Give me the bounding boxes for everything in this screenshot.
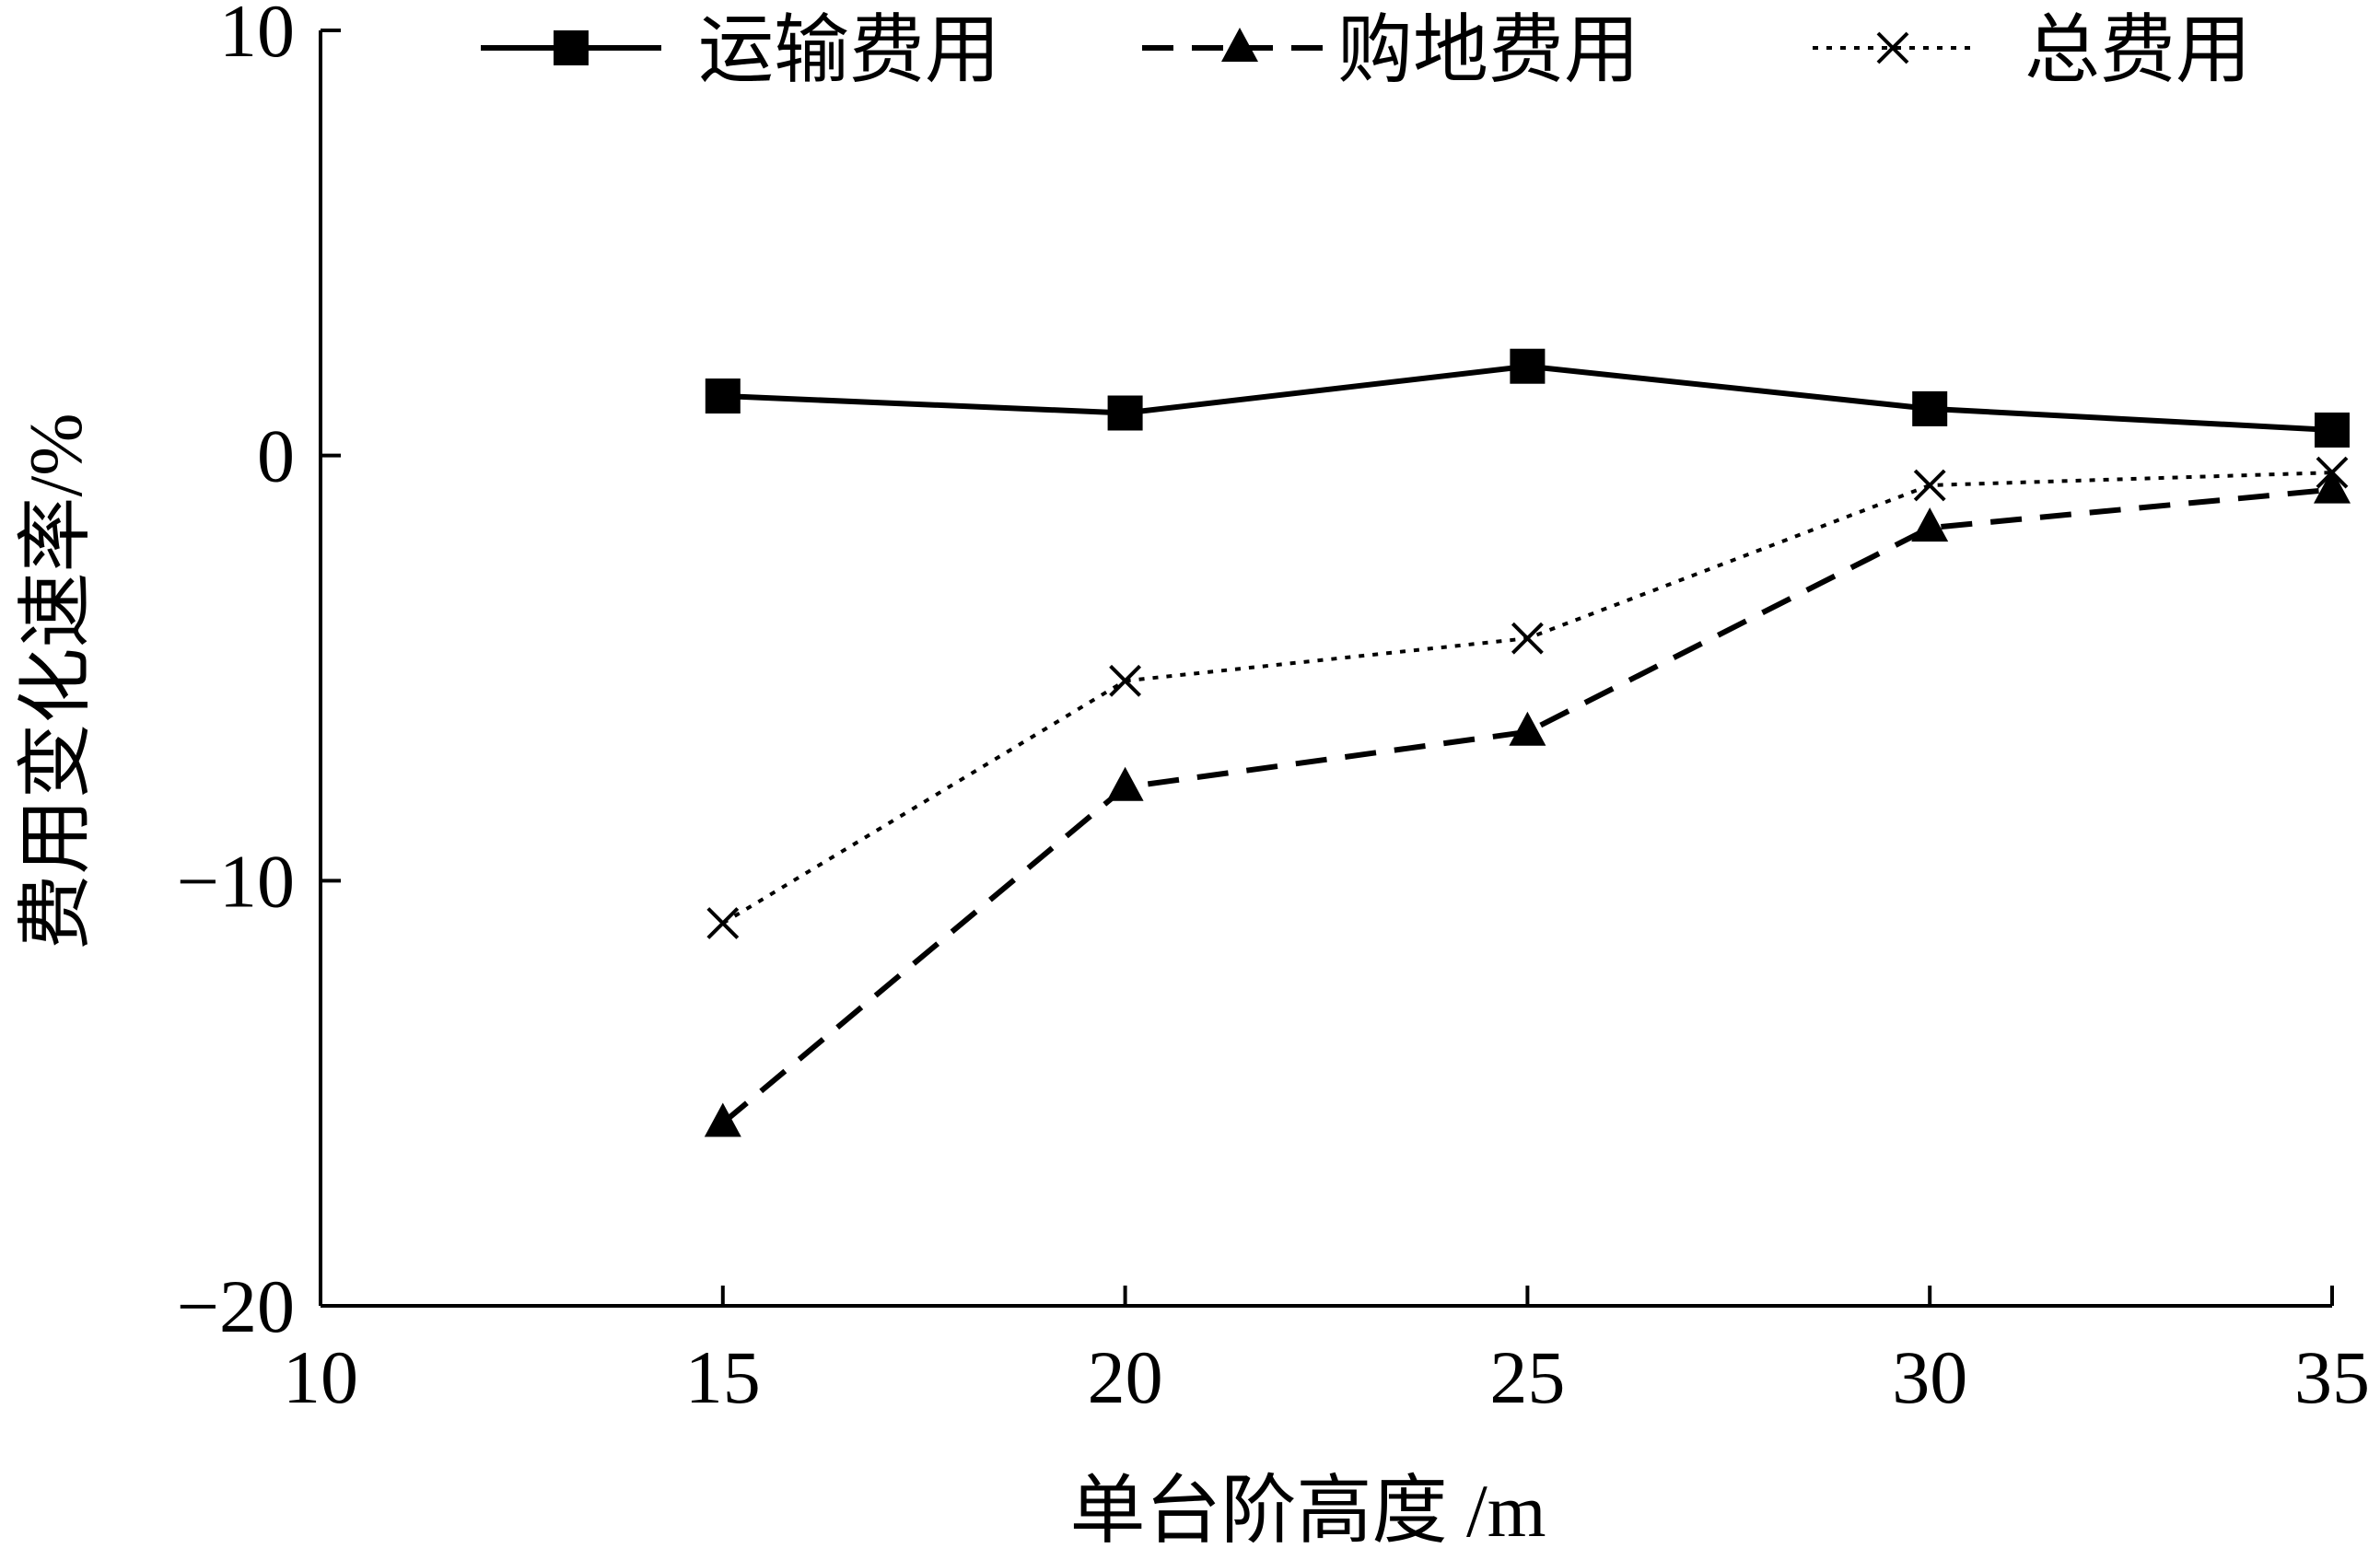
x-tick-label: 30 xyxy=(1892,1335,1967,1419)
y-axis-title: 费用变化速率/% xyxy=(14,413,98,949)
x-marker-stroke xyxy=(1913,469,1946,502)
legend: 运输费用 购地费用 总费用 xyxy=(481,8,2251,92)
series-2 xyxy=(704,469,2351,1137)
y-tick-label: 0 xyxy=(257,414,295,498)
data-point xyxy=(2316,456,2349,489)
tick-marks xyxy=(321,29,2334,1308)
series-layer xyxy=(704,348,2351,1137)
legend-label: 购地费用 xyxy=(1337,8,1639,92)
x-marker-stroke xyxy=(706,907,740,939)
x-axis-title: 单台阶高度 /m xyxy=(1069,1469,1546,1553)
data-point xyxy=(1912,390,1948,426)
x-marker-stroke xyxy=(1511,622,1544,655)
x-marker-stroke xyxy=(1876,31,1909,64)
x-tick-label: 35 xyxy=(2294,1335,2370,1419)
x-tick-label: 10 xyxy=(283,1335,358,1419)
series-1 xyxy=(705,348,2350,448)
series-line xyxy=(721,471,2333,926)
x-marker xyxy=(1876,31,1909,64)
triangle-marker xyxy=(1221,28,1258,62)
legend-item: 运输费用 xyxy=(481,8,1000,92)
series-3 xyxy=(706,456,2349,939)
data-point xyxy=(1511,622,1544,655)
data-point xyxy=(1107,395,1143,431)
y-tick-label: 10 xyxy=(219,0,295,73)
data-point xyxy=(1509,711,1546,746)
y-tick-label: −10 xyxy=(177,839,295,923)
data-point xyxy=(1109,664,1142,697)
tick-labels: 10 15 20 25 30 35 10 0 −10 −20 xyxy=(177,0,2370,1419)
x-marker-stroke xyxy=(2316,456,2349,489)
data-point xyxy=(2314,469,2351,504)
legend-item: 总费用 xyxy=(1813,8,2251,92)
legend-item: 购地费用 xyxy=(1142,8,1639,92)
series-line xyxy=(720,486,2333,1125)
data-point xyxy=(1911,507,1949,542)
data-point xyxy=(1106,766,1144,801)
y-tick-label: −20 xyxy=(177,1264,295,1348)
data-point xyxy=(705,378,741,414)
x-tick-label: 20 xyxy=(1088,1335,1163,1419)
axes xyxy=(319,30,2332,1308)
x-tick-label: 15 xyxy=(685,1335,761,1419)
data-point xyxy=(1510,348,1546,384)
x-marker-stroke xyxy=(1109,664,1142,697)
data-point xyxy=(704,1102,741,1137)
x-tick-label: 25 xyxy=(1489,1335,1565,1419)
square-marker xyxy=(554,30,589,65)
legend-label: 总费用 xyxy=(2024,8,2251,92)
data-point xyxy=(706,907,740,939)
legend-label: 运输费用 xyxy=(698,8,1000,92)
data-point xyxy=(1913,469,1946,502)
data-point xyxy=(2315,412,2350,448)
